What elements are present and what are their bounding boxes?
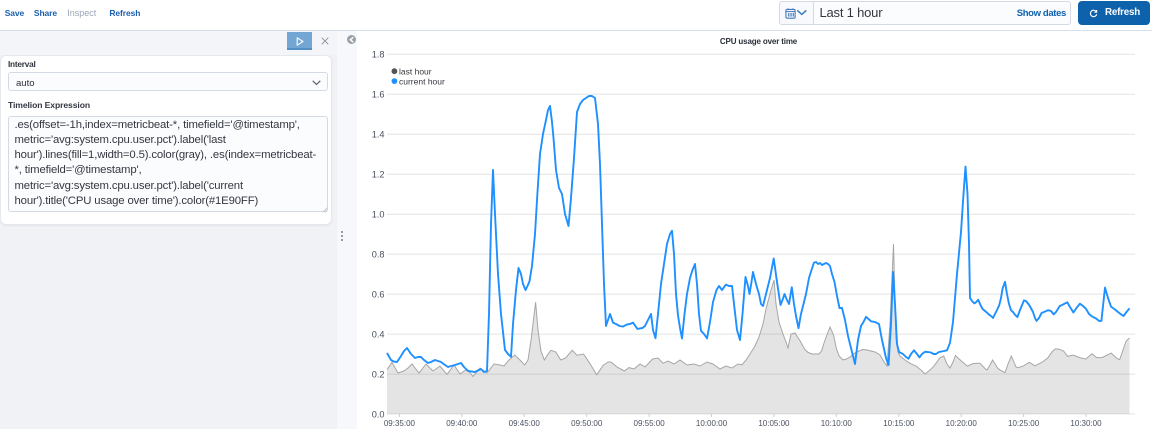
svg-text:10:05:00: 10:05:00	[758, 419, 790, 428]
svg-text:10:00:00: 10:00:00	[696, 419, 728, 428]
svg-text:current hour: current hour	[399, 77, 445, 87]
svg-text:09:40:00: 09:40:00	[446, 419, 478, 428]
svg-text:0.8: 0.8	[372, 249, 385, 259]
svg-text:1.6: 1.6	[372, 90, 385, 100]
svg-text:10:10:00: 10:10:00	[821, 419, 853, 428]
svg-text:09:50:00: 09:50:00	[571, 419, 603, 428]
svg-text:09:45:00: 09:45:00	[509, 419, 541, 428]
svg-text:1.2: 1.2	[372, 170, 385, 180]
svg-text:10:15:00: 10:15:00	[883, 419, 915, 428]
svg-text:last hour: last hour	[399, 67, 432, 77]
svg-text:0.6: 0.6	[372, 289, 385, 299]
svg-text:0.4: 0.4	[372, 329, 385, 339]
svg-text:0.0: 0.0	[372, 409, 385, 419]
svg-text:1.0: 1.0	[372, 210, 385, 220]
svg-text:10:20:00: 10:20:00	[946, 419, 978, 428]
svg-text:1.8: 1.8	[372, 50, 385, 60]
svg-text:10:30:00: 10:30:00	[1070, 419, 1102, 428]
svg-text:09:35:00: 09:35:00	[384, 419, 416, 428]
svg-text:10:25:00: 10:25:00	[1008, 419, 1040, 428]
svg-text:1.4: 1.4	[372, 130, 385, 140]
svg-text:09:55:00: 09:55:00	[634, 419, 666, 428]
svg-text:0.2: 0.2	[372, 369, 385, 379]
